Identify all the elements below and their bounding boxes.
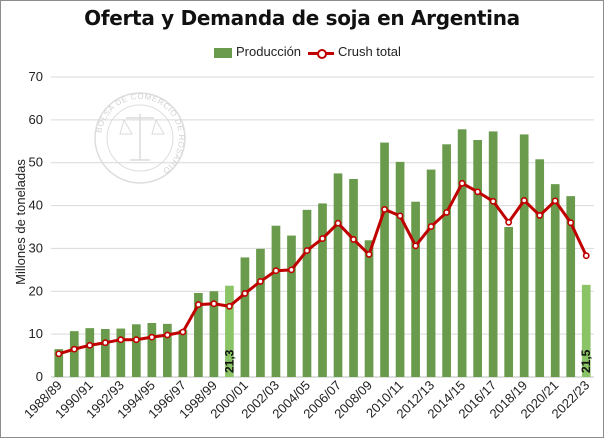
crush-point-2007/08 (350, 236, 357, 243)
crush-point-2018/19 (520, 197, 528, 204)
bar-1998/99 (209, 291, 219, 377)
bar-2017/18 (504, 227, 514, 377)
crush-point-2005/06 (319, 235, 326, 242)
y-tick-label: 40 (29, 198, 43, 213)
bar-2008/09 (364, 240, 374, 377)
y-tick-label: 20 (29, 283, 43, 298)
crush-point-1999/00 (226, 302, 233, 310)
legend-swatch-crush (308, 48, 334, 59)
bar-2013/14 (442, 144, 451, 377)
legend: Producción Crush total (0, 44, 604, 62)
bar-1990/91 (85, 328, 95, 377)
crush-point-2021/22 (567, 219, 575, 227)
crush-point-1990/91 (86, 341, 94, 349)
bar-2007/08 (349, 179, 358, 377)
bar-2020/21 (550, 184, 560, 377)
y-tick-label: 50 (29, 155, 43, 170)
crush-point-1996/97 (179, 328, 187, 336)
y-tick-label: 60 (29, 112, 43, 127)
y-tick-label: 70 (29, 69, 43, 84)
bar-2003/04 (287, 235, 296, 377)
y-axis-label: Millones de toneladas (13, 159, 28, 285)
crush-point-2022/23 (582, 252, 590, 260)
crush-point-2009/10 (381, 206, 388, 213)
crush-point-1991/92 (101, 339, 109, 347)
bar-data-label: 21,5 (579, 349, 593, 373)
bar-2009/10 (380, 142, 389, 377)
crush-point-1993/94 (132, 336, 140, 344)
crush-point-2015/16 (474, 188, 482, 196)
bar-2022/23 (581, 284, 591, 377)
crush-point-2010/11 (396, 212, 404, 220)
bar-1996/97 (178, 329, 188, 377)
bar-1993/94 (131, 324, 141, 377)
bar-1995/96 (163, 323, 172, 377)
bar-2002/03 (271, 225, 281, 377)
crush-point-2004/05 (303, 247, 311, 254)
chart-title: Oferta y Demanda de soja en Argentina (84, 6, 520, 30)
crush-point-1995/96 (163, 331, 171, 339)
crush-point-2019/20 (536, 212, 544, 219)
legend-item-produccion: Producción (214, 44, 301, 59)
bar-2014/15 (457, 129, 467, 377)
bar-2021/22 (566, 196, 576, 377)
crush-point-1998/99 (210, 300, 218, 308)
bar-2015/16 (473, 140, 482, 377)
bar-1992/93 (116, 328, 126, 377)
bar-2011/12 (411, 201, 420, 377)
bar-data-label: 21,3 (222, 349, 236, 373)
bar-1989/90 (69, 331, 79, 377)
bar-1999/00 (225, 285, 234, 377)
legend-label-crush: Crush total (338, 44, 401, 59)
watermark-seal: BOLSA DE COMERCIO DE ROSARIO (94, 92, 186, 184)
bar-1991/92 (100, 329, 110, 377)
crush-point-2000/01 (241, 290, 249, 297)
bar-2012/13 (426, 169, 436, 377)
bar-1994/95 (147, 323, 157, 377)
bar-2005/06 (318, 203, 327, 377)
bar-1988/89 (54, 349, 64, 377)
y-tick-label: 30 (29, 240, 43, 255)
crush-point-2002/03 (272, 267, 280, 275)
bar-2001/02 (256, 248, 265, 377)
crush-point-2012/13 (427, 223, 435, 230)
crush-point-2011/12 (412, 242, 419, 250)
crush-point-2006/07 (334, 219, 342, 227)
bar-2016/17 (488, 131, 498, 377)
bar-2006/07 (333, 173, 343, 377)
crush-point-2014/15 (458, 179, 466, 187)
crush-point-1989/90 (70, 345, 78, 353)
bar-2018/19 (519, 134, 529, 377)
crush-point-2013/14 (443, 209, 451, 216)
crush-point-2003/04 (288, 266, 295, 274)
crush-point-2016/17 (489, 197, 497, 205)
bar-2010/11 (395, 161, 405, 377)
crush-point-2017/18 (505, 218, 513, 226)
crush-point-1994/95 (148, 333, 156, 341)
y-tick-label: 0 (36, 369, 43, 384)
y-tick-label: 10 (29, 326, 43, 341)
crush-point-2001/02 (257, 278, 264, 285)
legend-label-produccion: Producción (236, 44, 302, 59)
crush-point-1988/89 (55, 350, 63, 358)
crush-point-1992/93 (117, 336, 125, 344)
legend-item-crush: Crush total (308, 44, 401, 59)
crush-point-2008/09 (365, 251, 373, 258)
bar-2019/20 (535, 159, 545, 377)
crush-point-2020/21 (551, 197, 559, 205)
bar-2004/05 (302, 209, 312, 377)
bar-1997/98 (194, 293, 203, 377)
crush-point-1997/98 (194, 301, 202, 308)
legend-swatch-produccion (214, 47, 232, 58)
bar-2000/01 (240, 257, 250, 377)
